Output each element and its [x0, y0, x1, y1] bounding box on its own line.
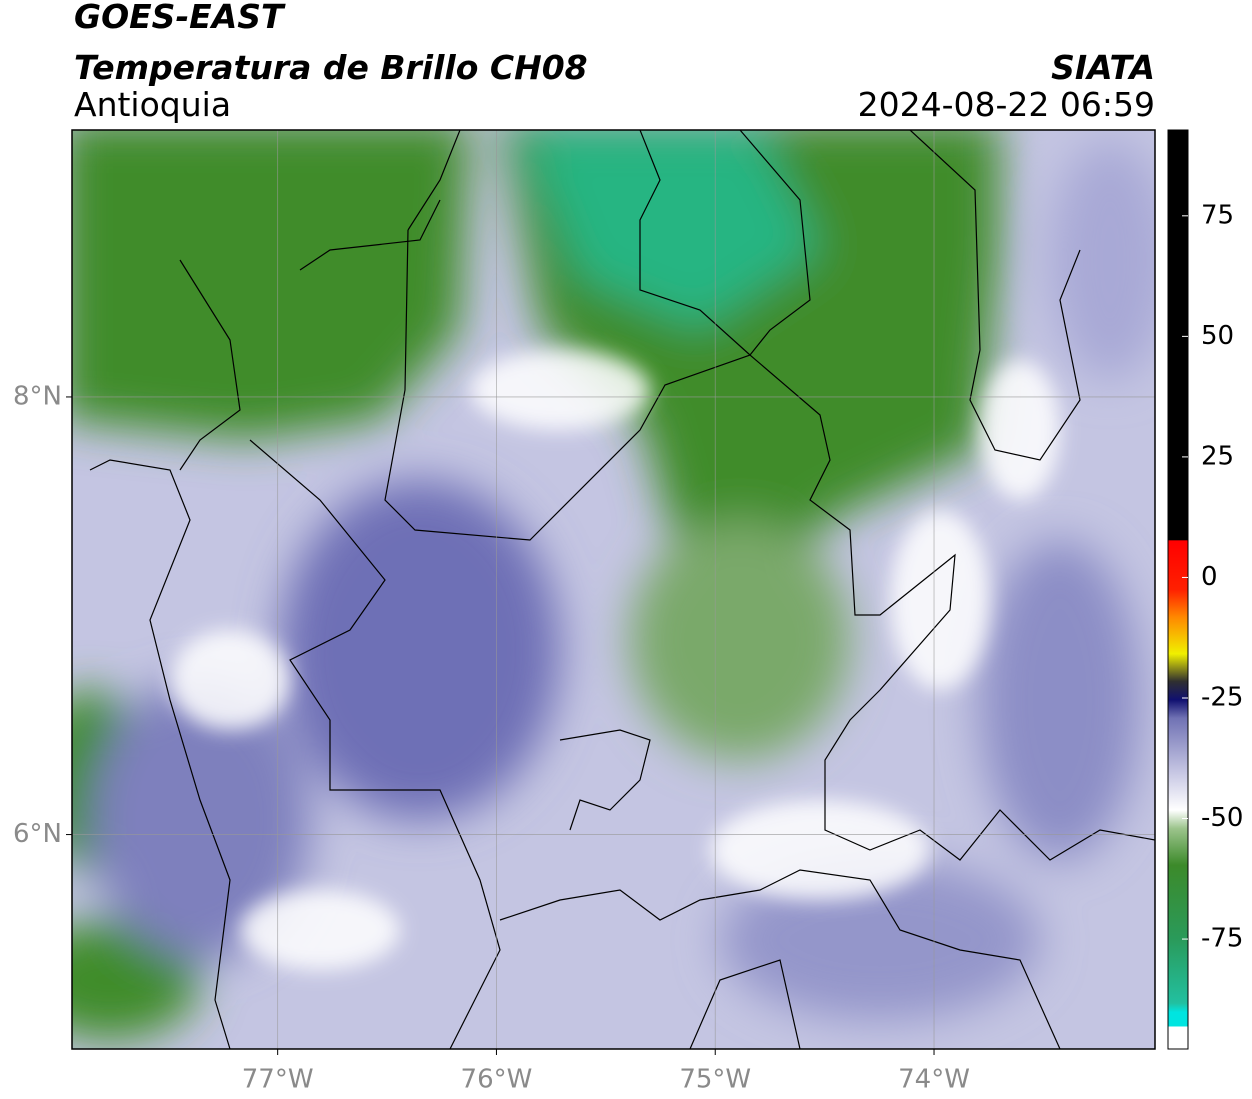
colorbar: [1167, 129, 1189, 1050]
title: GOES-EAST: [74, 0, 286, 36]
region: Antioquia: [74, 85, 231, 124]
colorbar-tick-label: 50: [1201, 321, 1234, 351]
x-tick-label: 77°W: [242, 1065, 314, 1095]
y-tick-label: 8°N: [13, 381, 62, 411]
x-tick-label: 74°W: [898, 1065, 970, 1095]
y-tick-label: 6°N: [13, 819, 62, 849]
colorbar-tick-label: 25: [1201, 441, 1234, 471]
colorbar-tick-label: 75: [1201, 200, 1234, 230]
colorbar-tick-label: -75: [1201, 924, 1243, 954]
grid: [72, 130, 1155, 1049]
x-tick-label: 75°W: [679, 1065, 751, 1095]
datetime: 2024-08-22 06:59: [858, 85, 1155, 124]
x-tick-label: 76°W: [461, 1065, 533, 1095]
source: SIATA: [1051, 48, 1155, 87]
colorbar-tick-label: -50: [1201, 803, 1243, 833]
product: Temperatura de Brillo CH08: [74, 48, 588, 87]
map-frame: [71, 129, 1156, 1050]
borders: [89, 130, 1155, 1049]
colorbar-tick-label: 0: [1201, 562, 1218, 592]
colorbar-tick-label: -25: [1201, 682, 1243, 712]
map-field: [72, 130, 1155, 1049]
